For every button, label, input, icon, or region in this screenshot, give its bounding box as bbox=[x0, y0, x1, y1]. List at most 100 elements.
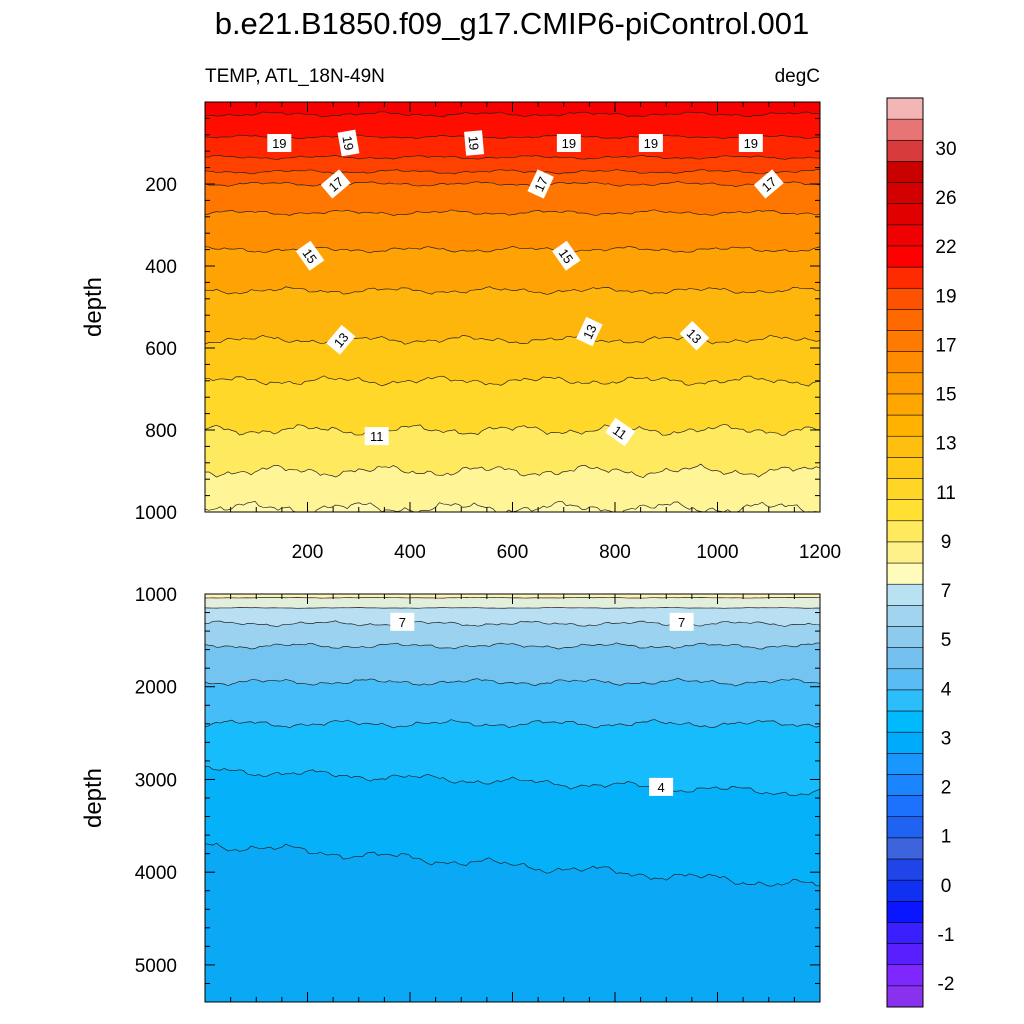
upper-x-tick-label: 1200 bbox=[799, 542, 841, 563]
lower-contour-label-box bbox=[669, 612, 694, 631]
upper-x-tick-label: 600 bbox=[497, 542, 529, 563]
colorbar-swatch bbox=[886, 203, 924, 226]
colorbar-label: 30 bbox=[935, 139, 956, 160]
upper-x-tick-label: 1000 bbox=[696, 542, 738, 563]
upper-depth-panel: 19 19 19 19 19 19 17 17 17 15 15 13 13 13 11 11 200 400 6… bbox=[80, 101, 841, 563]
lower-contour-label-box bbox=[649, 777, 674, 796]
colorbar-swatch bbox=[886, 224, 924, 247]
colorbar-label: 2 bbox=[941, 778, 952, 799]
colorbar-label: 7 bbox=[941, 581, 952, 602]
upper-contour-label-box bbox=[605, 417, 636, 447]
upper-y-axis-label: depth bbox=[80, 277, 107, 337]
lower-contour-band bbox=[205, 620, 820, 650]
upper-contour-band bbox=[205, 111, 820, 139]
lower-contour-label: 7 bbox=[669, 612, 694, 631]
colorbar-swatch bbox=[886, 879, 924, 902]
upper-contour-label-text: 15 bbox=[556, 246, 577, 266]
colorbar-label: 13 bbox=[935, 434, 956, 455]
upper-y-tick-label: 400 bbox=[145, 257, 177, 278]
colorbar-swatch bbox=[886, 97, 924, 120]
colorbar-swatch bbox=[886, 245, 924, 268]
upper-y-tick-label: 1000 bbox=[135, 503, 177, 524]
colorbar-swatch bbox=[886, 731, 924, 754]
colorbar-swatch bbox=[886, 435, 924, 458]
lower-y-tick-label: 4000 bbox=[135, 863, 177, 884]
upper-x-tick-label: 800 bbox=[599, 542, 631, 563]
upper-contour-label-box bbox=[527, 169, 554, 199]
upper-contour-label-text: 19 bbox=[272, 136, 286, 151]
colorbar-swatch bbox=[886, 985, 924, 1008]
colorbar-label: -1 bbox=[938, 925, 955, 946]
colorbar: 30 26 22 19 17 15 13 11 9 7 5 4 3 2 1 0 -1 -2 bbox=[886, 97, 957, 1008]
upper-contour-label-box bbox=[326, 324, 356, 355]
upper-contour-line bbox=[205, 375, 820, 387]
upper-contour-label: 13 bbox=[679, 320, 710, 351]
upper-x-tick-label: 400 bbox=[394, 542, 426, 563]
upper-contour-line bbox=[205, 463, 820, 479]
colorbar-swatch bbox=[886, 478, 924, 501]
upper-contour-label: 19 bbox=[738, 134, 763, 152]
chart-title: b.e21.B1850.f09_g17.CMIP6-piControl.001 bbox=[215, 6, 810, 41]
lower-contour-line bbox=[205, 620, 820, 627]
upper-contour-band bbox=[205, 424, 820, 478]
colorbar-swatch bbox=[886, 626, 924, 649]
colorbar-label: 15 bbox=[935, 385, 956, 406]
lower-contour-label-box bbox=[390, 612, 415, 631]
upper-contour-label-text: 13 bbox=[580, 322, 600, 341]
upper-y-tick-label: 800 bbox=[145, 421, 177, 442]
upper-contour-band bbox=[205, 464, 820, 512]
upper-contour-label: 19 bbox=[464, 130, 485, 156]
lower-contour-label-text: 7 bbox=[399, 615, 406, 630]
upper-contour-line bbox=[205, 334, 820, 345]
upper-contour-label: 11 bbox=[605, 417, 636, 447]
upper-contour-band bbox=[205, 375, 820, 436]
upper-contour-label-text: 19 bbox=[465, 135, 481, 151]
upper-contour-label-box bbox=[267, 134, 292, 152]
lower-contour-label-text: 4 bbox=[658, 780, 665, 795]
lower-contour-line bbox=[205, 677, 820, 687]
upper-contour-label: 19 bbox=[337, 129, 360, 157]
upper-contour-label-box bbox=[576, 316, 603, 347]
upper-contour-label-box bbox=[464, 130, 485, 156]
colorbar-swatch bbox=[886, 710, 924, 733]
upper-contour-label: 17 bbox=[527, 169, 554, 199]
colorbar-swatch bbox=[886, 605, 924, 627]
colorbar-swatch bbox=[886, 837, 924, 860]
colorbar-label: 4 bbox=[941, 679, 952, 700]
colorbar-label: 5 bbox=[941, 630, 952, 651]
upper-contour-line bbox=[205, 423, 820, 436]
colorbar-swatch bbox=[886, 922, 924, 945]
lower-contour-band bbox=[205, 766, 820, 887]
colorbar-swatch bbox=[886, 816, 924, 839]
upper-contour-label: 17 bbox=[753, 169, 784, 199]
lower-depth-panel: 7 7 4 1000 2000 3000 4000 5000 depth bbox=[80, 585, 821, 1003]
upper-contour-label-text: 19 bbox=[744, 136, 758, 151]
lower-contour-band bbox=[205, 678, 820, 728]
colorbar-swatch bbox=[886, 139, 924, 162]
lower-y-tick-label: 3000 bbox=[135, 770, 177, 791]
upper-contour-label: 15 bbox=[295, 240, 325, 271]
upper-contour-label: 19 bbox=[638, 134, 663, 152]
upper-y-tick-label: 600 bbox=[145, 339, 177, 360]
colorbar-swatch bbox=[886, 372, 924, 395]
upper-contour-label: 19 bbox=[556, 134, 581, 152]
upper-contour-band bbox=[205, 286, 820, 345]
colorbar-swatch bbox=[886, 668, 924, 691]
colorbar-swatch bbox=[886, 795, 924, 818]
colorbar-label: 9 bbox=[941, 532, 952, 553]
lower-contour-line bbox=[205, 765, 820, 796]
colorbar-swatch bbox=[886, 689, 924, 712]
colorbar-swatch bbox=[886, 520, 924, 543]
upper-contour-label: 11 bbox=[364, 427, 389, 446]
upper-contour-label-text: 19 bbox=[339, 135, 356, 152]
upper-x-tick-label: 200 bbox=[292, 542, 324, 563]
upper-contour-label-text: 19 bbox=[562, 136, 576, 151]
colorbar-swatch bbox=[886, 774, 924, 797]
colorbar-label: 17 bbox=[935, 335, 956, 356]
colorbar-label: 1 bbox=[941, 827, 952, 848]
upper-contour-line bbox=[205, 134, 820, 140]
colorbar-label: 11 bbox=[936, 483, 956, 504]
lower-contour-line bbox=[205, 842, 820, 887]
colorbar-swatch bbox=[886, 330, 924, 353]
upper-contour-label-box bbox=[552, 240, 581, 271]
